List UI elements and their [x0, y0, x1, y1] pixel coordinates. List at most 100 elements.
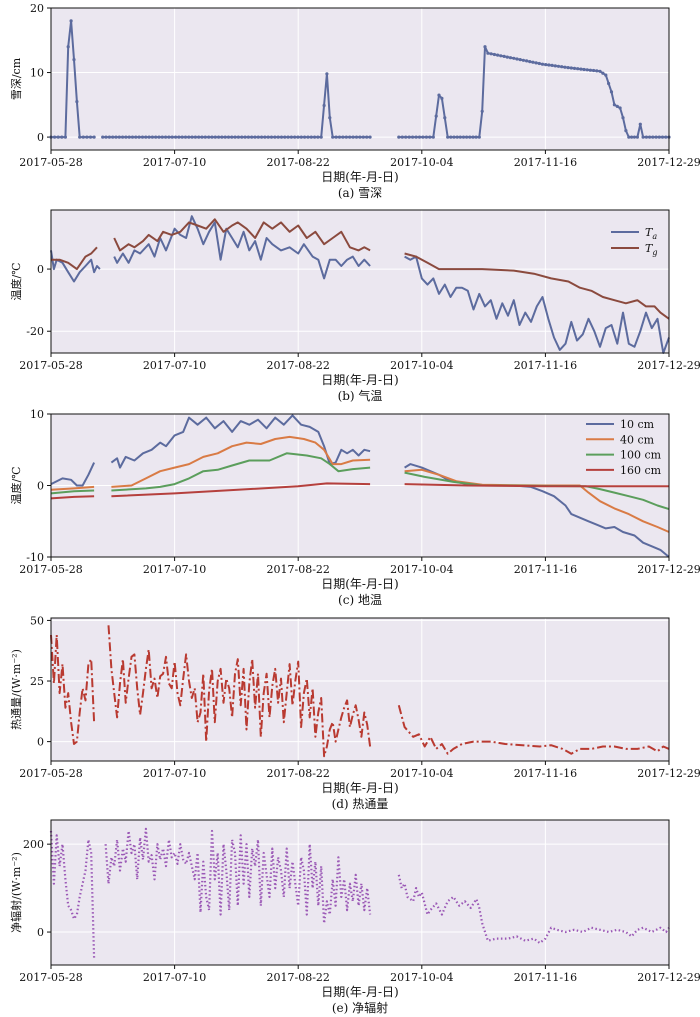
y-tick-label: 10 [30, 408, 44, 421]
panel-caption: (b) 气温 [338, 388, 383, 403]
data-point [434, 114, 438, 118]
axes-frame [50, 7, 670, 151]
data-point [124, 135, 128, 139]
x-tick-label: 2017-10-04 [390, 156, 453, 169]
data-point [117, 135, 121, 139]
data-point [612, 103, 617, 107]
data-point [651, 135, 655, 139]
x-tick-label: 2017-12-29 [637, 767, 700, 780]
data-point [635, 135, 640, 139]
data-point [604, 73, 608, 77]
data-point [618, 106, 622, 110]
x-tick-label: 2017-07-10 [143, 767, 206, 780]
data-point [544, 63, 548, 67]
x-axis-label: 日期(年-月-日) [321, 373, 398, 387]
axes-frame [50, 819, 670, 966]
chart-panel-3: 2017-05-28 2017-07-10 2017-08-22 2017-10-04… [10, 614, 700, 811]
data-point [220, 135, 224, 139]
data-point [540, 62, 545, 66]
data-point [465, 135, 469, 139]
data-point [664, 135, 668, 139]
data-point [114, 135, 118, 139]
series-line-100cm [50, 452, 670, 511]
data-point [351, 135, 355, 139]
data-point [508, 56, 513, 60]
data-point [486, 51, 490, 55]
series-line-0 [50, 625, 670, 758]
data-point [177, 135, 181, 139]
data-point [266, 135, 270, 139]
data-point [468, 135, 472, 139]
data-point [563, 65, 567, 69]
data-point [341, 135, 345, 139]
panel-caption: (e) 净辐射 [332, 1000, 388, 1015]
data-point [78, 135, 82, 139]
x-axis-label: 日期(年-月-日) [321, 985, 398, 999]
x-tick-label: 2017-10-04 [390, 767, 453, 780]
data-point [344, 135, 348, 139]
series-line-160cm [50, 482, 669, 500]
data-point [354, 135, 359, 139]
data-point [279, 135, 284, 139]
data-point [518, 58, 522, 62]
data-point [496, 53, 500, 57]
data-point [154, 135, 158, 139]
y-tick-label: 50 [30, 614, 44, 627]
x-tick-label: 2017-07-10 [143, 563, 206, 576]
data-point [313, 135, 317, 139]
data-point [226, 135, 231, 139]
axes-frame [50, 413, 670, 558]
data-point [654, 135, 658, 139]
panel-caption: (c) 地温 [338, 593, 382, 607]
y-tick-label: 10 [30, 67, 44, 80]
data-point [446, 135, 450, 139]
legend-label: 160 cm [620, 464, 662, 477]
data-point [263, 135, 267, 139]
data-point [164, 135, 168, 139]
data-point [223, 135, 227, 139]
x-tick-label: 2017-12-29 [637, 971, 700, 984]
data-point [492, 52, 496, 57]
data-point [253, 135, 257, 139]
data-point [331, 135, 335, 139]
y-tick-label: 25 [30, 675, 44, 688]
x-tick-label: 2017-11-16 [514, 767, 577, 780]
data-point [53, 135, 57, 139]
y-tick-label: 0 [37, 480, 44, 493]
data-point [477, 135, 481, 139]
x-tick-label: 2017-05-28 [19, 359, 82, 372]
legend-label: Tg [645, 242, 657, 257]
data-point [81, 135, 85, 139]
chart-panel-1: 2017-05-28 2017-07-10 2017-08-22 2017-10-04… [9, 209, 700, 403]
x-tick-label: 2017-10-04 [390, 563, 453, 576]
y-tick-label: 20 [30, 2, 44, 15]
plot-area [51, 8, 669, 150]
data-point [246, 135, 250, 139]
data-point [296, 135, 300, 139]
data-point [585, 68, 589, 72]
data-point [437, 93, 441, 97]
data-point [273, 135, 277, 139]
x-tick-label: 2017-07-10 [143, 971, 206, 984]
data-point [579, 67, 583, 71]
data-point [627, 135, 631, 139]
data-point [547, 63, 551, 67]
data-point [325, 72, 329, 76]
data-point [502, 54, 506, 59]
data-point [521, 58, 526, 62]
x-tick-label: 2017-05-28 [19, 971, 82, 984]
x-tick-label: 2017-08-22 [266, 767, 329, 780]
data-point [289, 135, 293, 139]
data-point [63, 135, 67, 139]
panel-caption: (d) 热通量 [332, 797, 389, 811]
data-point [428, 135, 432, 139]
data-point [101, 135, 105, 139]
data-point [88, 135, 93, 139]
data-point [260, 135, 264, 139]
legend-label: 100 cm [620, 449, 662, 462]
data-point [85, 135, 89, 139]
chart-panel-4: 2017-05-28 2017-07-10 2017-08-22 2017-10-04… [9, 819, 700, 1015]
data-point [572, 66, 577, 70]
y-tick-label: 0 [37, 736, 44, 749]
